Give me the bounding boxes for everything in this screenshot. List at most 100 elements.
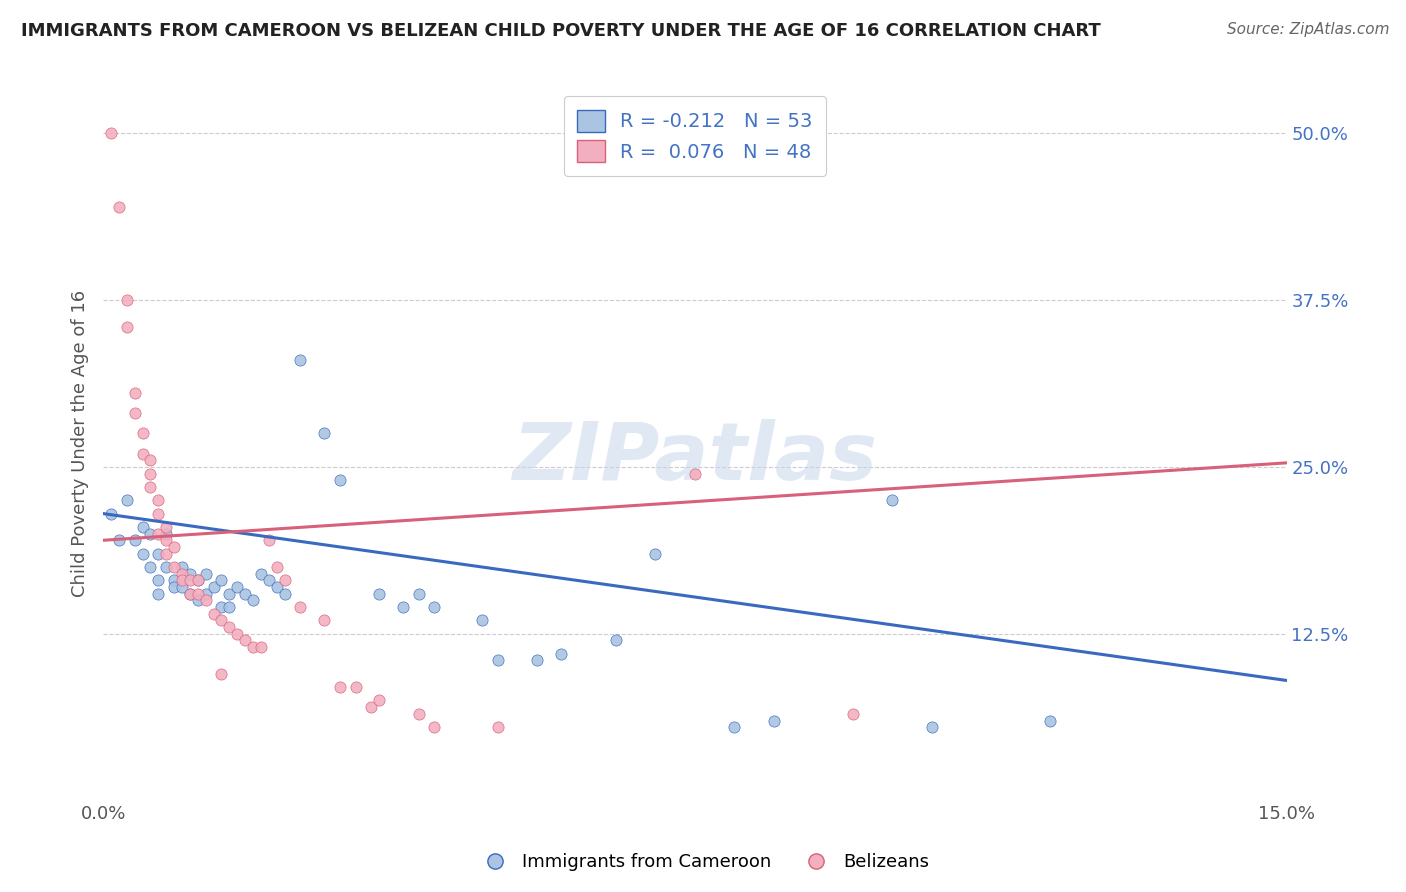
Point [273,587,295,601]
Point [392,600,415,615]
Point [218,600,240,615]
Point [242,640,264,654]
Point [471,613,494,627]
Point [163,574,186,588]
Point [266,580,288,594]
Point [139,453,162,467]
Point [148,493,170,508]
Point [131,520,153,534]
Point [423,600,446,615]
Point [131,547,153,561]
Point [211,613,233,627]
Point [187,574,209,588]
Point [290,600,312,615]
Point [423,720,446,734]
Point [148,574,170,588]
Point [179,587,201,601]
Point [131,426,153,441]
Point [139,480,162,494]
Point [108,200,131,214]
Point [163,580,186,594]
Point [605,633,627,648]
Point [131,446,153,460]
Point [1039,714,1062,728]
Point [115,293,138,307]
Point [273,574,295,588]
Text: IMMIGRANTS FROM CAMEROON VS BELIZEAN CHILD POVERTY UNDER THE AGE OF 16 CORRELATI: IMMIGRANTS FROM CAMEROON VS BELIZEAN CHI… [21,22,1101,40]
Point [194,566,217,581]
Point [211,600,233,615]
Point [312,426,335,441]
Point [644,547,666,561]
Point [115,493,138,508]
Point [194,587,217,601]
Point [218,587,240,601]
Point [233,633,256,648]
Point [250,566,273,581]
Point [139,560,162,574]
Point [526,653,548,667]
Point [155,547,177,561]
Point [148,526,170,541]
Point [163,540,186,554]
Point [124,533,146,548]
Point [250,640,273,654]
Point [148,547,170,561]
Point [257,533,280,548]
Point [880,493,903,508]
Point [226,580,249,594]
Point [290,353,312,368]
Point [179,566,201,581]
Point [841,706,863,721]
Point [408,706,430,721]
Point [155,526,177,541]
Point [202,580,225,594]
Point [155,560,177,574]
Point [139,526,162,541]
Point [139,467,162,481]
Point [683,467,706,481]
Legend: R = -0.212   N = 53, R =  0.076   N = 48: R = -0.212 N = 53, R = 0.076 N = 48 [564,96,827,176]
Point [187,593,209,607]
Point [329,473,352,487]
Point [179,574,201,588]
Point [550,647,572,661]
Point [115,319,138,334]
Point [257,574,280,588]
Point [368,587,391,601]
Point [211,574,233,588]
Point [266,560,288,574]
Point [408,587,430,601]
Point [312,613,335,627]
Point [921,720,943,734]
Point [148,587,170,601]
Point [148,507,170,521]
Point [170,580,193,594]
Text: ZIPatlas: ZIPatlas [512,418,877,497]
Point [170,574,193,588]
Point [170,566,193,581]
Point [108,533,131,548]
Point [124,386,146,401]
Point [486,653,509,667]
Point [211,666,233,681]
Y-axis label: Child Poverty Under the Age of 16: Child Poverty Under the Age of 16 [72,290,89,597]
Point [100,507,122,521]
Point [155,533,177,548]
Text: Source: ZipAtlas.com: Source: ZipAtlas.com [1226,22,1389,37]
Point [194,593,217,607]
Point [723,720,745,734]
Point [202,607,225,621]
Point [242,593,264,607]
Point [344,680,367,694]
Point [329,680,352,694]
Point [233,587,256,601]
Point [187,574,209,588]
Point [218,620,240,634]
Point [368,693,391,707]
Point [762,714,785,728]
Point [170,560,193,574]
Point [187,587,209,601]
Point [226,626,249,640]
Point [100,126,122,140]
